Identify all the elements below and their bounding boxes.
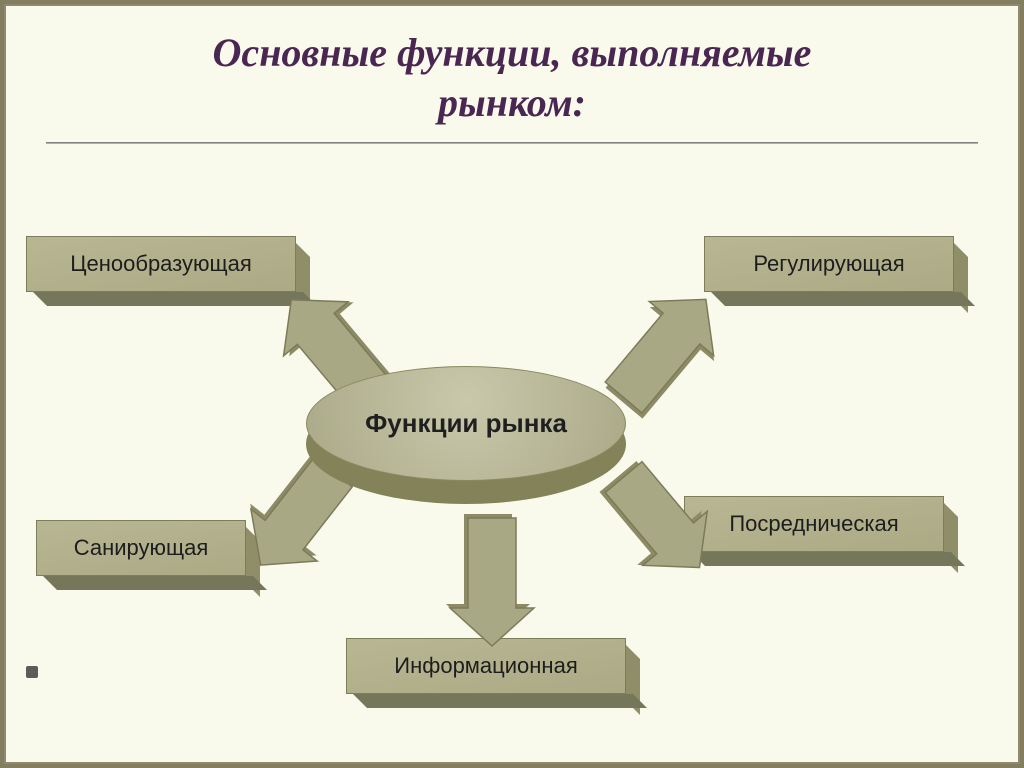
slide-title: Основные функции, выполняемые рынком: [6,28,1018,128]
node-side-bottom [353,694,647,708]
slide-canvas: Основные функции, выполняемые рынком: Це… [4,4,1020,764]
node-tr: Регулирующая [704,236,968,306]
title-underline [46,142,978,144]
node-front: Ценообразующая [26,236,296,292]
arrow-to-bc [450,518,546,658]
node-label: Ценообразующая [70,251,252,277]
concept-diagram: Ценообразующая Регулирующая Санирующая Поср… [6,196,1018,756]
node-label: Посредническая [729,511,898,537]
center-node: Функции рынка [306,366,626,496]
node-bl: Санирующая [36,520,260,590]
node-side-bottom [711,292,975,306]
node-label: Регулирующая [753,251,904,277]
title-line-2: рынком: [6,78,1018,128]
title-line-1: Основные функции, выполняемые [6,28,1018,78]
node-front: Санирующая [36,520,246,576]
node-tl: Ценообразующая [26,236,310,306]
bullet-icon [26,666,38,678]
node-side-bottom [43,576,267,590]
center-label: Функции рынка [365,408,567,439]
node-label: Санирующая [74,535,209,561]
node-front: Регулирующая [704,236,954,292]
disc-top: Функции рынка [306,366,626,481]
slide-frame: Основные функции, выполняемые рынком: Це… [0,0,1024,768]
